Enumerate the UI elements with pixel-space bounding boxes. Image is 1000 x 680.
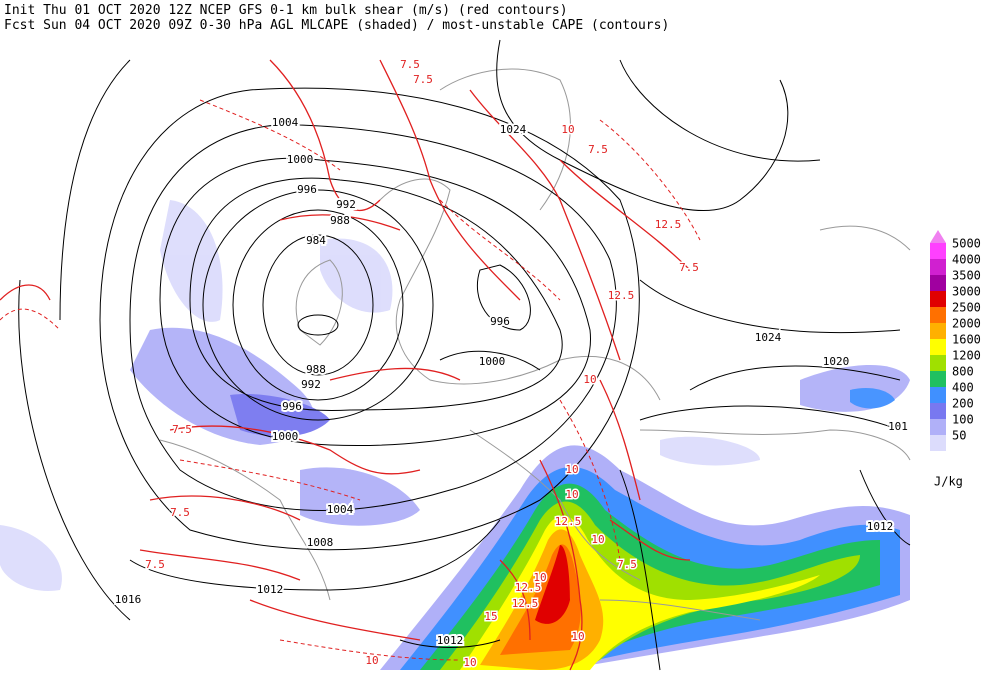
shear-label: 10 <box>561 123 574 136</box>
isobar-label: 1012 <box>437 634 464 647</box>
shear-label: 10 <box>463 656 476 669</box>
isobar-label: 996 <box>297 183 317 196</box>
legend-label: 4000 <box>952 253 981 267</box>
legend-swatch <box>930 419 946 435</box>
shear-label: 7.5 <box>617 558 637 571</box>
legend-swatch <box>930 355 946 371</box>
legend-swatch <box>930 323 946 339</box>
legend-label: 2500 <box>952 301 981 315</box>
legend-label: 200 <box>952 397 974 411</box>
legend-label: 1200 <box>952 349 981 363</box>
legend-unit: J/kg <box>934 475 963 489</box>
shear-contours <box>0 59 691 671</box>
shear-label: 7.5 <box>413 73 433 86</box>
shear-label: 10 <box>591 533 604 546</box>
shear-label: 7.5 <box>172 423 192 436</box>
isobar-label: 1012 <box>867 520 894 533</box>
legend-label: 5000 <box>952 237 981 251</box>
shear-label: 7.5 <box>588 143 608 156</box>
legend-label: 3500 <box>952 269 981 283</box>
shear-labels: 7.5 7.5 10 7.5 12.5 7.5 12.5 10 7.5 7.5 … <box>144 57 701 671</box>
legend-label: 400 <box>952 381 974 395</box>
isobar-label: 1004 <box>327 503 354 516</box>
isobar-label: 984 <box>306 234 326 247</box>
isobar-label: 1020 <box>823 355 850 368</box>
legend-label: 50 <box>952 429 966 443</box>
legend-label: 800 <box>952 365 974 379</box>
legend-label: 100 <box>952 413 974 427</box>
isobar-label: 988 <box>330 214 350 227</box>
shear-label: 15 <box>484 610 497 623</box>
legend: J/kg 5000 4000 3500 3000 2500 2000 1600 1200 800… <box>930 230 981 489</box>
legend-swatch <box>930 403 946 419</box>
legend-swatch <box>930 243 946 259</box>
legend-swatch <box>930 387 946 403</box>
legend-swatch <box>930 291 946 307</box>
shear-contours-dashed <box>0 99 701 661</box>
shear-label: 12.5 <box>515 581 542 594</box>
isobar-label: 1004 <box>272 116 299 129</box>
shear-label: 10 <box>365 654 378 667</box>
shear-label: 12.5 <box>608 289 635 302</box>
shear-label: 12.5 <box>512 597 539 610</box>
header-line: Fcst Sun 04 OCT 2020 09Z 0-30 hPa AGL ML… <box>4 18 669 33</box>
shear-label: 10 <box>533 571 546 584</box>
isobar-labels: 1004 1000 996 992 988 984 988 992 996 10… <box>113 114 910 649</box>
isobar-label: 992 <box>301 378 321 391</box>
legend-label: 2000 <box>952 317 981 331</box>
isobar-label: 992 <box>336 198 356 211</box>
cape-shading <box>0 200 910 591</box>
shear-label: 10 <box>583 373 596 386</box>
legend-swatch <box>930 307 946 323</box>
isobar-label: 1024 <box>500 123 527 136</box>
coastlines <box>159 68 911 621</box>
isobar-label: 996 <box>282 400 302 413</box>
legend-swatch <box>930 371 946 387</box>
legend-swatch <box>930 259 946 275</box>
isobar-label: 1000 <box>479 355 506 368</box>
legend-arrow <box>930 230 946 243</box>
isobar-label: 1016 <box>115 593 142 606</box>
cape-plume <box>380 445 910 670</box>
isobars <box>18 39 911 671</box>
isobar-label: 996 <box>490 315 510 328</box>
legend-swatch <box>930 435 946 451</box>
legend-label: 3000 <box>952 285 981 299</box>
legend-label: 1600 <box>952 333 981 347</box>
shear-label: 12.5 <box>655 218 682 231</box>
legend-swatch <box>930 339 946 355</box>
isobar-label: 1024 <box>755 331 782 344</box>
isobar-label: 1008 <box>307 536 334 549</box>
isobar-label: 988 <box>306 363 326 376</box>
shear-label: 7.5 <box>170 506 190 519</box>
isobar-label: 1000 <box>287 153 314 166</box>
shear-label: 7.5 <box>679 261 699 274</box>
isobar-label: 101 <box>888 420 908 433</box>
legend-swatch <box>930 275 946 291</box>
shear-label: 10 <box>565 488 578 501</box>
shear-label: 7.5 <box>400 58 420 71</box>
shear-label: 10 <box>565 463 578 476</box>
isobar-label: 1012 <box>257 583 284 596</box>
shear-label: 7.5 <box>145 558 165 571</box>
isobar-label: 1000 <box>272 430 299 443</box>
shear-label: 10 <box>571 630 584 643</box>
header-line: Init Thu 01 OCT 2020 12Z NCEP GFS 0-1 km… <box>4 3 568 18</box>
shear-label: 12.5 <box>555 515 582 528</box>
